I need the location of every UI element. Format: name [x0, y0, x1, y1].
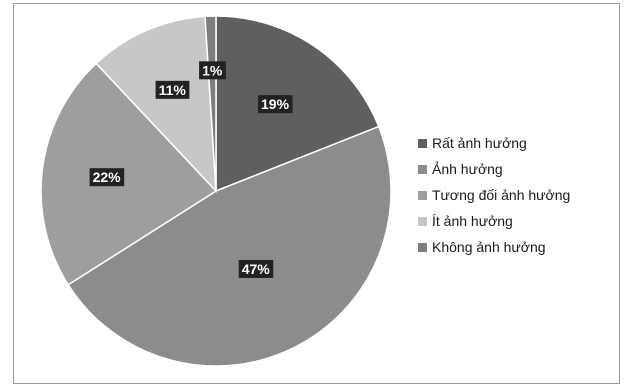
legend-label: Ảnh hưởng	[432, 161, 503, 177]
data-label-text: 11%	[159, 82, 187, 98]
legend-swatch	[418, 216, 427, 226]
pie-slice-it-anh-huong	[95, 15, 217, 194]
data-label-text: 1%	[202, 62, 223, 78]
legend-label: Không ảnh hưởng	[432, 239, 546, 255]
data-label-background	[199, 61, 226, 80]
legend-swatch	[418, 138, 427, 148]
pie-slice-anh-huong	[67, 125, 392, 367]
data-label-text: 47%	[242, 261, 271, 277]
data-labels: 19% 47% 22% 11% 1%	[89, 61, 293, 278]
legend-item: Ít ảnh hưởng	[418, 208, 570, 234]
legend-item: Rất ảnh hưởng	[418, 130, 570, 156]
data-label-text: 22%	[93, 169, 122, 185]
legend-label: Rất ảnh hưởng	[432, 135, 527, 151]
legend-swatch	[418, 164, 427, 174]
pie-slice-khong-anh-huong	[204, 15, 217, 192]
legend-item: Tương đối ảnh hưởng	[418, 182, 570, 208]
data-label-background	[238, 259, 274, 278]
pie-slices	[40, 15, 392, 367]
pie-slice-tuong-doi-anh-huong	[40, 62, 218, 286]
legend-swatch	[418, 242, 427, 252]
data-label-tuong-doi-anh-huong: 22%	[89, 168, 125, 187]
data-label-background	[258, 95, 293, 114]
legend: Rất ảnh hưởng Ảnh hưởng Tương đối ảnh hư…	[418, 130, 570, 260]
data-label-text: 19%	[261, 96, 290, 112]
data-label-khong-anh-huong: 1%	[199, 61, 226, 80]
legend-item: Không ảnh hưởng	[418, 234, 570, 260]
legend-label: Ít ảnh hưởng	[432, 213, 513, 229]
data-label-background	[155, 80, 190, 99]
pie-slice-rat-anh-huong	[215, 15, 380, 193]
data-label-rat-anh-huong: 19%	[258, 95, 293, 114]
legend-item: Ảnh hưởng	[418, 156, 570, 182]
legend-label: Tương đối ảnh hưởng	[432, 187, 571, 203]
data-label-anh-huong: 47%	[238, 259, 274, 278]
legend-swatch	[418, 190, 427, 200]
data-label-it-anh-huong: 11%	[155, 80, 190, 99]
data-label-background	[89, 168, 125, 187]
